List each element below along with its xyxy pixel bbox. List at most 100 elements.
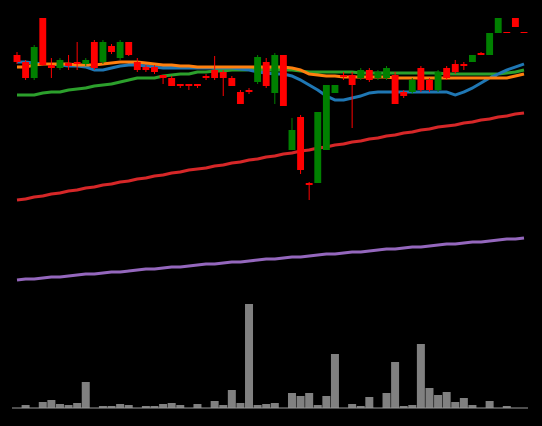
candle-body xyxy=(236,92,244,104)
volume-bar xyxy=(502,406,511,408)
volume-bar xyxy=(296,396,305,408)
candle-body xyxy=(99,42,107,62)
volume-bar xyxy=(468,405,477,408)
volume-bar xyxy=(313,405,322,408)
volume-bar xyxy=(425,388,434,408)
volume-bar xyxy=(167,403,176,408)
candle-body xyxy=(494,18,502,33)
candle-body xyxy=(125,42,133,55)
volume-bar xyxy=(305,393,314,408)
candle-body xyxy=(408,80,416,92)
volume-bar xyxy=(485,401,494,408)
candle-body xyxy=(322,85,330,150)
volume-bar xyxy=(416,344,425,408)
candle-body xyxy=(142,67,150,70)
volume-bar xyxy=(107,406,116,408)
volume-bar xyxy=(451,402,460,408)
volume-bar xyxy=(55,404,64,408)
candle-body xyxy=(185,84,193,86)
candle-body xyxy=(65,63,72,66)
volume-bar xyxy=(210,401,219,408)
candle-body xyxy=(13,55,21,62)
candle-body xyxy=(469,55,476,62)
candle-body xyxy=(305,183,313,185)
candle-body xyxy=(271,55,279,93)
candles xyxy=(13,18,528,200)
volume-bar xyxy=(98,406,107,408)
candle-body xyxy=(340,75,347,77)
candle-body xyxy=(357,70,365,78)
candle-body xyxy=(434,72,442,90)
volume-bar xyxy=(227,390,236,408)
volume-bar xyxy=(141,406,150,408)
candle-body xyxy=(511,18,519,27)
volume-bar xyxy=(382,393,391,408)
volume-bar xyxy=(193,404,202,408)
moving-averages xyxy=(16,60,525,282)
ma-line xyxy=(16,111,525,202)
candle-body xyxy=(47,65,55,68)
candle-body xyxy=(168,78,176,86)
candle-body xyxy=(477,53,485,55)
volume-bar xyxy=(124,405,133,408)
volume-bar xyxy=(348,404,357,408)
volume-bar xyxy=(365,397,374,408)
volume-bar xyxy=(159,404,168,408)
candle-body xyxy=(82,60,90,64)
candle-body xyxy=(245,90,253,92)
volume-bar xyxy=(176,405,185,408)
volume-bar xyxy=(270,403,279,408)
candle-body xyxy=(365,70,373,80)
candle-body xyxy=(39,18,47,65)
volume-bar xyxy=(399,406,408,408)
candle-body xyxy=(202,76,210,78)
volume-bar xyxy=(253,405,262,408)
candle-body xyxy=(254,57,262,82)
volume-bar xyxy=(391,362,400,408)
volume-bar xyxy=(408,405,417,408)
candle-body xyxy=(133,62,141,70)
candle-body xyxy=(56,60,64,68)
volume-bar xyxy=(150,406,159,408)
candle-body xyxy=(194,84,201,86)
candle-body xyxy=(30,47,38,78)
candle-body xyxy=(460,64,468,66)
volume-bar xyxy=(262,404,271,408)
volume-panel xyxy=(12,304,528,409)
candle-body xyxy=(331,85,339,93)
volume-bar xyxy=(434,395,443,408)
volume-bar xyxy=(236,403,245,408)
candle-body xyxy=(219,72,227,78)
candle-body xyxy=(116,42,124,58)
candle-body xyxy=(417,68,425,90)
candle-body xyxy=(486,33,494,55)
volume-bar xyxy=(330,354,339,408)
volume-bar xyxy=(219,405,228,408)
volume-bar xyxy=(459,398,468,408)
candle-body xyxy=(288,130,296,150)
candle-body xyxy=(176,84,184,86)
volume-bar xyxy=(116,404,125,408)
candle-body xyxy=(348,75,356,85)
candle-body xyxy=(443,68,451,78)
candle-body xyxy=(391,75,399,104)
candle-body xyxy=(451,64,459,72)
candle-body xyxy=(297,117,305,170)
volume-bar xyxy=(356,406,365,408)
volume-bar xyxy=(81,382,90,408)
ma-line xyxy=(17,60,525,102)
volume-bar xyxy=(64,405,73,408)
candle-body xyxy=(520,32,528,33)
candle-body xyxy=(159,75,167,78)
volume-bar xyxy=(47,400,56,408)
candle-body xyxy=(108,46,115,52)
volume-bar xyxy=(245,304,254,408)
candle-body xyxy=(90,42,98,68)
candle-body xyxy=(211,70,219,78)
candle-body xyxy=(503,32,511,33)
candle-body xyxy=(314,112,322,183)
ma-line xyxy=(16,236,525,282)
candle-body xyxy=(374,72,382,78)
candle-body xyxy=(400,92,408,96)
